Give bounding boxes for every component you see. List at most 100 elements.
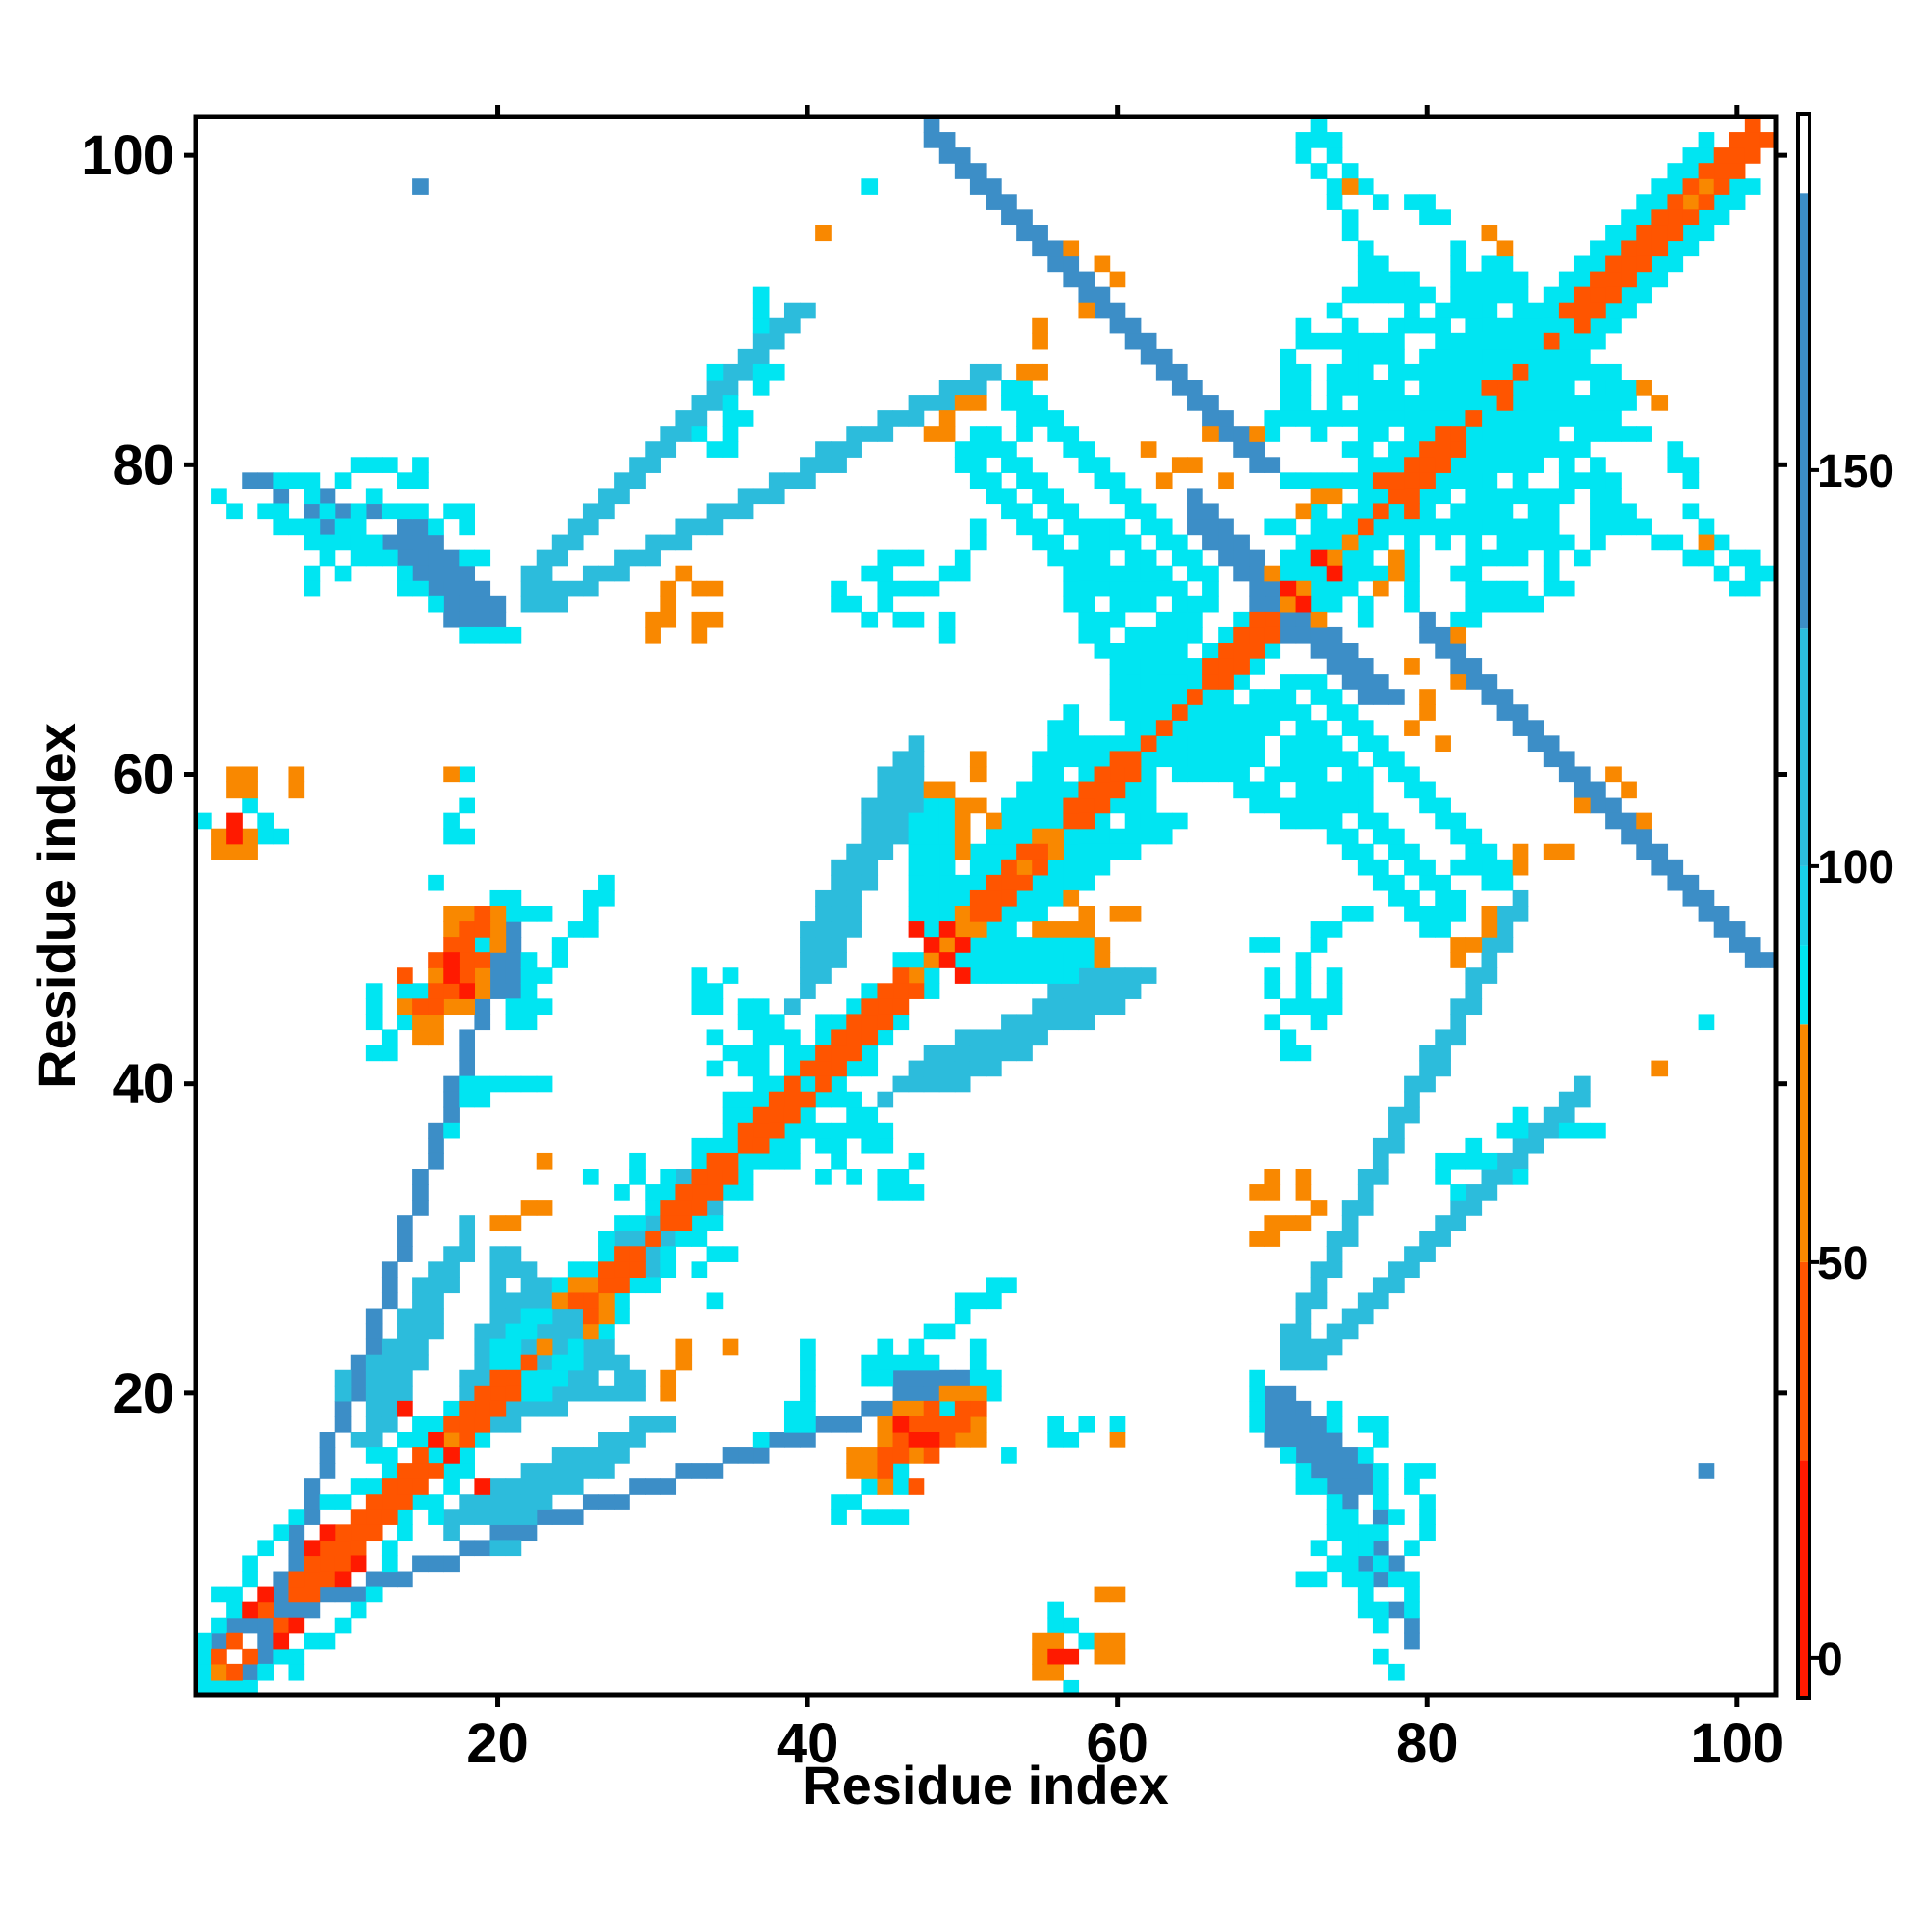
heatmap-cell	[800, 1338, 816, 1356]
heatmap-cell	[1171, 674, 1188, 690]
heatmap-cell	[1357, 271, 1374, 288]
heatmap-cell	[1187, 503, 1203, 520]
heatmap-cell	[1341, 163, 1359, 179]
heatmap-cell	[1481, 488, 1498, 505]
heatmap-cell	[1341, 843, 1359, 860]
heatmap-cell	[861, 178, 879, 195]
heatmap-cell	[783, 1060, 801, 1077]
heatmap-cell	[1326, 1555, 1343, 1573]
heatmap-cell	[969, 889, 987, 907]
heatmap-cell	[1713, 209, 1730, 226]
heatmap-cell	[304, 580, 321, 597]
heatmap-cell	[1124, 781, 1142, 799]
heatmap-cell	[1094, 751, 1111, 768]
heatmap-cell	[1465, 503, 1483, 520]
heatmap-cell	[722, 380, 739, 396]
heatmap-cell	[381, 457, 398, 473]
heatmap-cell	[397, 983, 413, 999]
heatmap-cell	[645, 441, 661, 458]
heatmap-cell	[1310, 1478, 1328, 1495]
heatmap-cell	[1078, 843, 1095, 860]
heatmap-cell	[1109, 1632, 1126, 1650]
heatmap-cell	[1032, 1029, 1048, 1046]
heatmap-cell	[1140, 735, 1157, 753]
heatmap-cell	[1218, 751, 1234, 768]
heatmap-cell	[1032, 828, 1048, 845]
heatmap-cell	[954, 797, 971, 814]
heatmap-cell	[551, 549, 568, 567]
heatmap-cell	[675, 565, 693, 582]
heatmap-cell	[1063, 921, 1080, 938]
heatmap-cell	[1264, 689, 1281, 705]
heatmap-cell	[1249, 1416, 1266, 1433]
heatmap-cell	[1016, 952, 1033, 968]
heatmap-cell	[1264, 457, 1281, 473]
heatmap-cell	[1372, 580, 1389, 597]
heatmap-cell	[1310, 549, 1328, 567]
heatmap-cell	[1094, 766, 1111, 783]
heatmap-cell	[350, 1478, 367, 1495]
heatmap-cell	[1326, 178, 1343, 195]
heatmap-cell	[1171, 720, 1188, 736]
heatmap-cell	[1590, 503, 1606, 520]
heatmap-cell	[1543, 348, 1560, 365]
heatmap-cell	[397, 1509, 413, 1525]
heatmap-cell	[1171, 766, 1188, 783]
heatmap-cell	[1094, 735, 1111, 753]
heatmap-cell	[1667, 225, 1684, 242]
heatmap-cell	[226, 812, 243, 830]
heatmap-cell	[1435, 348, 1451, 365]
heatmap-cell	[1543, 332, 1560, 350]
heatmap-cell	[1109, 317, 1126, 334]
heatmap-cell	[1047, 720, 1064, 736]
heatmap-cell	[1078, 812, 1095, 830]
heatmap-cell	[1465, 441, 1483, 458]
heatmap-cell	[691, 518, 708, 536]
heatmap-cell	[1527, 348, 1544, 365]
heatmap-cell	[1341, 658, 1359, 675]
heatmap-cell	[1527, 735, 1544, 753]
heatmap-cell	[474, 967, 491, 984]
heatmap-cell	[1512, 720, 1529, 736]
heatmap-cell	[412, 1478, 429, 1495]
heatmap-cell	[1063, 797, 1080, 814]
heatmap-cell	[226, 843, 243, 860]
heatmap-cell	[691, 1463, 708, 1479]
heatmap-cell	[1450, 626, 1467, 644]
heatmap-cell	[1264, 1400, 1281, 1417]
heatmap-cell	[908, 735, 925, 753]
heatmap-cell	[412, 565, 429, 582]
heatmap-cell	[1481, 906, 1498, 922]
heatmap-cell	[1388, 363, 1405, 381]
heatmap-cell	[1326, 549, 1343, 567]
heatmap-cell	[1419, 1524, 1436, 1542]
heatmap-cell	[1465, 363, 1483, 381]
heatmap-cell	[350, 457, 367, 473]
heatmap-cell	[520, 906, 538, 922]
heatmap-cell	[1341, 1555, 1359, 1573]
heatmap-cell	[1605, 363, 1622, 381]
heatmap-cell	[459, 906, 476, 922]
heatmap-cell	[1419, 441, 1436, 458]
heatmap-cell	[1435, 889, 1451, 907]
heatmap-cell	[365, 488, 383, 505]
heatmap-cell	[969, 1354, 987, 1371]
heatmap-cell	[1140, 674, 1157, 690]
heatmap-cell	[1295, 1169, 1312, 1185]
heatmap-cell	[459, 1060, 476, 1077]
heatmap-cell	[877, 1432, 894, 1448]
heatmap-cell	[1404, 1091, 1420, 1108]
heatmap-cell	[645, 1215, 661, 1231]
heatmap-cell	[1140, 595, 1157, 613]
heatmap-cell	[768, 1106, 785, 1124]
heatmap-cell	[381, 1571, 398, 1588]
heatmap-cell	[1435, 441, 1451, 458]
heatmap-cell	[938, 565, 956, 582]
heatmap-cell	[1310, 1463, 1328, 1479]
heatmap-cell	[1295, 317, 1312, 334]
heatmap-cell	[598, 1447, 615, 1464]
heatmap-cell	[1233, 441, 1250, 458]
heatmap-cell	[381, 549, 398, 567]
heatmap-cell	[1233, 658, 1250, 675]
heatmap-cell	[768, 1122, 785, 1139]
